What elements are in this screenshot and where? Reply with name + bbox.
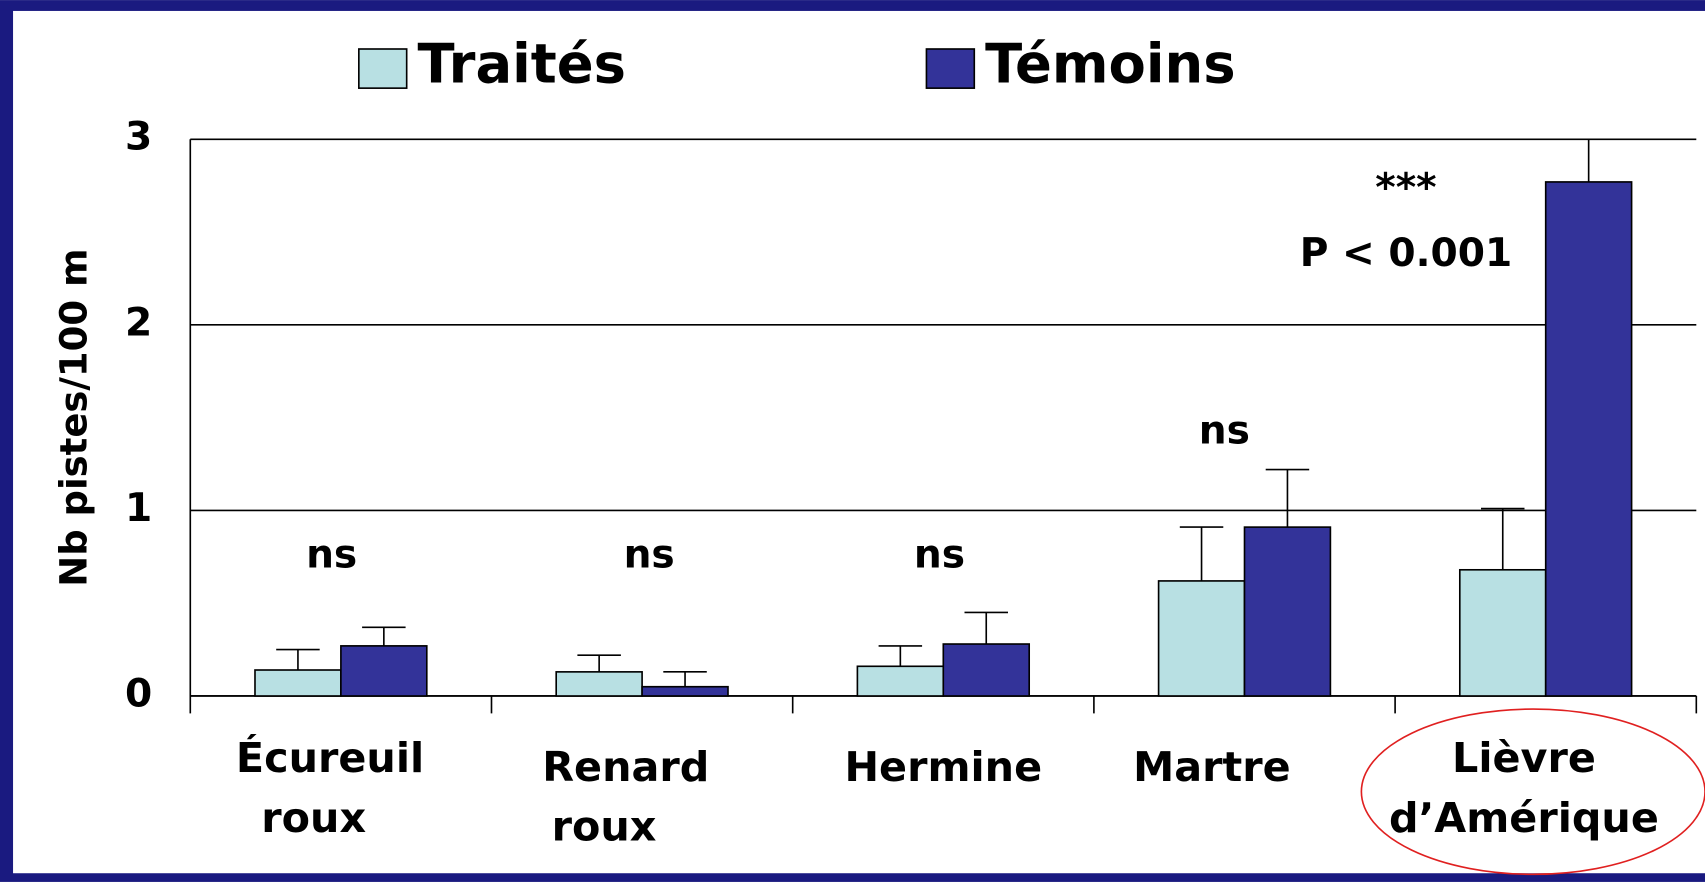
y-tick-label: 3 <box>125 115 152 160</box>
bar <box>641 685 729 697</box>
legend-label: Témoins <box>985 33 1235 96</box>
legend-swatch <box>358 48 408 89</box>
error-bar <box>1265 468 1310 528</box>
bar <box>1243 526 1332 697</box>
slide <box>13 10 1705 874</box>
bar <box>1157 580 1246 697</box>
error-bar <box>964 611 1008 645</box>
bar <box>1458 568 1547 697</box>
bar <box>340 645 428 697</box>
y-axis-label: Nb pistes/100 m <box>53 249 96 587</box>
annotation: P < 0.001 <box>1300 231 1512 276</box>
annotation: ns <box>914 532 965 577</box>
annotation: ns <box>624 532 675 577</box>
annotation: ns <box>306 532 357 577</box>
error-bar <box>878 645 923 667</box>
error-bar <box>362 626 406 646</box>
x-tick-label: Écureuil <box>236 734 424 782</box>
error-bar <box>1179 526 1224 581</box>
x-tick-label: Lièvre <box>1452 734 1596 782</box>
bar <box>942 643 1031 697</box>
annotation: ns <box>1199 408 1250 453</box>
error-bar <box>663 671 707 687</box>
x-tick-label: roux <box>552 803 657 851</box>
legend-label: Traités <box>418 33 626 96</box>
bar <box>555 671 643 697</box>
y-tick-label: 0 <box>125 671 152 716</box>
legend-swatch <box>925 48 976 89</box>
annotation: *** <box>1375 166 1436 211</box>
x-tick-label: d’Amérique <box>1389 794 1659 842</box>
y-tick-label: 1 <box>125 486 152 531</box>
error-bar <box>1481 507 1525 570</box>
x-tick-label: Martre <box>1133 743 1291 791</box>
x-tick-label: Renard <box>542 743 709 791</box>
y-tick-label: 2 <box>125 300 152 345</box>
bar <box>856 665 945 697</box>
error-bar <box>577 654 621 672</box>
x-tick-label: Hermine <box>844 743 1042 791</box>
x-tick-label: roux <box>261 794 366 842</box>
bar <box>254 669 342 697</box>
error-bar <box>276 648 320 671</box>
bar <box>1544 181 1633 697</box>
